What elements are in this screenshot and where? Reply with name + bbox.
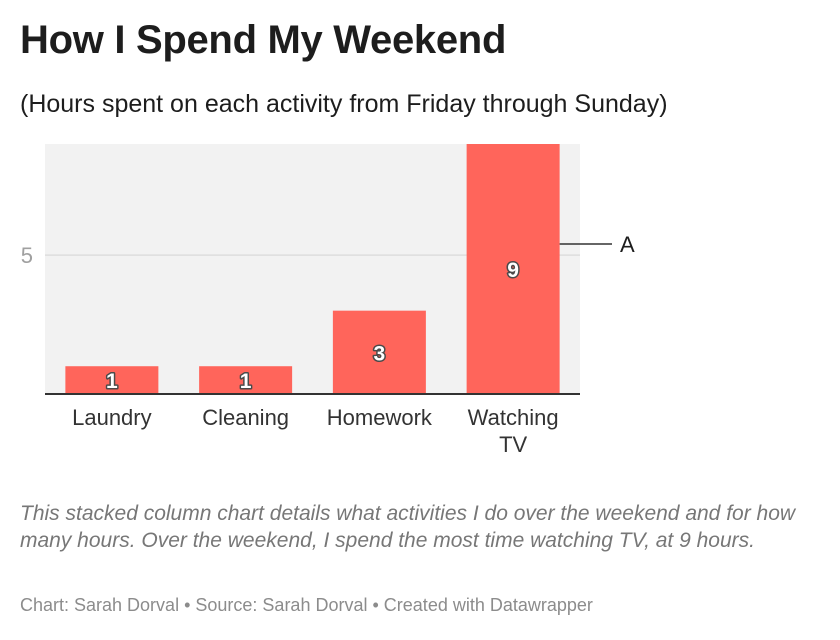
data-label: 3 xyxy=(374,342,386,365)
chart-footer: Chart: Sarah Dorval • Source: Sarah Dorval… xyxy=(20,595,593,616)
bar-homework xyxy=(332,310,426,394)
bar-cleaning xyxy=(199,366,293,394)
x-tick-label: Cleaning xyxy=(202,405,289,430)
footer-separator: • xyxy=(184,595,191,615)
data-label: 1 xyxy=(106,370,118,393)
footer-separator: • xyxy=(372,595,379,615)
chart-title: How I Spend My Weekend xyxy=(20,18,507,62)
data-label: 1 xyxy=(240,370,252,393)
footer-created-with: Created with Datawrapper xyxy=(383,595,593,615)
y-tick-label: 5 xyxy=(21,243,33,268)
data-label: 9 xyxy=(507,259,519,282)
x-tick-label: Laundry xyxy=(72,405,152,430)
x-tick-label: Homework xyxy=(327,405,433,430)
chart-description: This stacked column chart details what a… xyxy=(20,502,796,552)
annotation-label: A xyxy=(620,232,635,257)
footer-chart-credit: Chart: Sarah Dorval xyxy=(20,595,180,615)
x-tick-label: Watching TV xyxy=(468,405,559,457)
footer-source: Source: Sarah Dorval xyxy=(195,595,368,615)
bar-laundry xyxy=(65,366,159,394)
bar-chart: 5 1 1 3 9 Laundry Cleaning Homework Watching TV A xyxy=(21,144,635,457)
chart-subtitle: (Hours spent on each activity from Frida… xyxy=(20,90,668,118)
bar-watching-tv xyxy=(466,144,560,394)
